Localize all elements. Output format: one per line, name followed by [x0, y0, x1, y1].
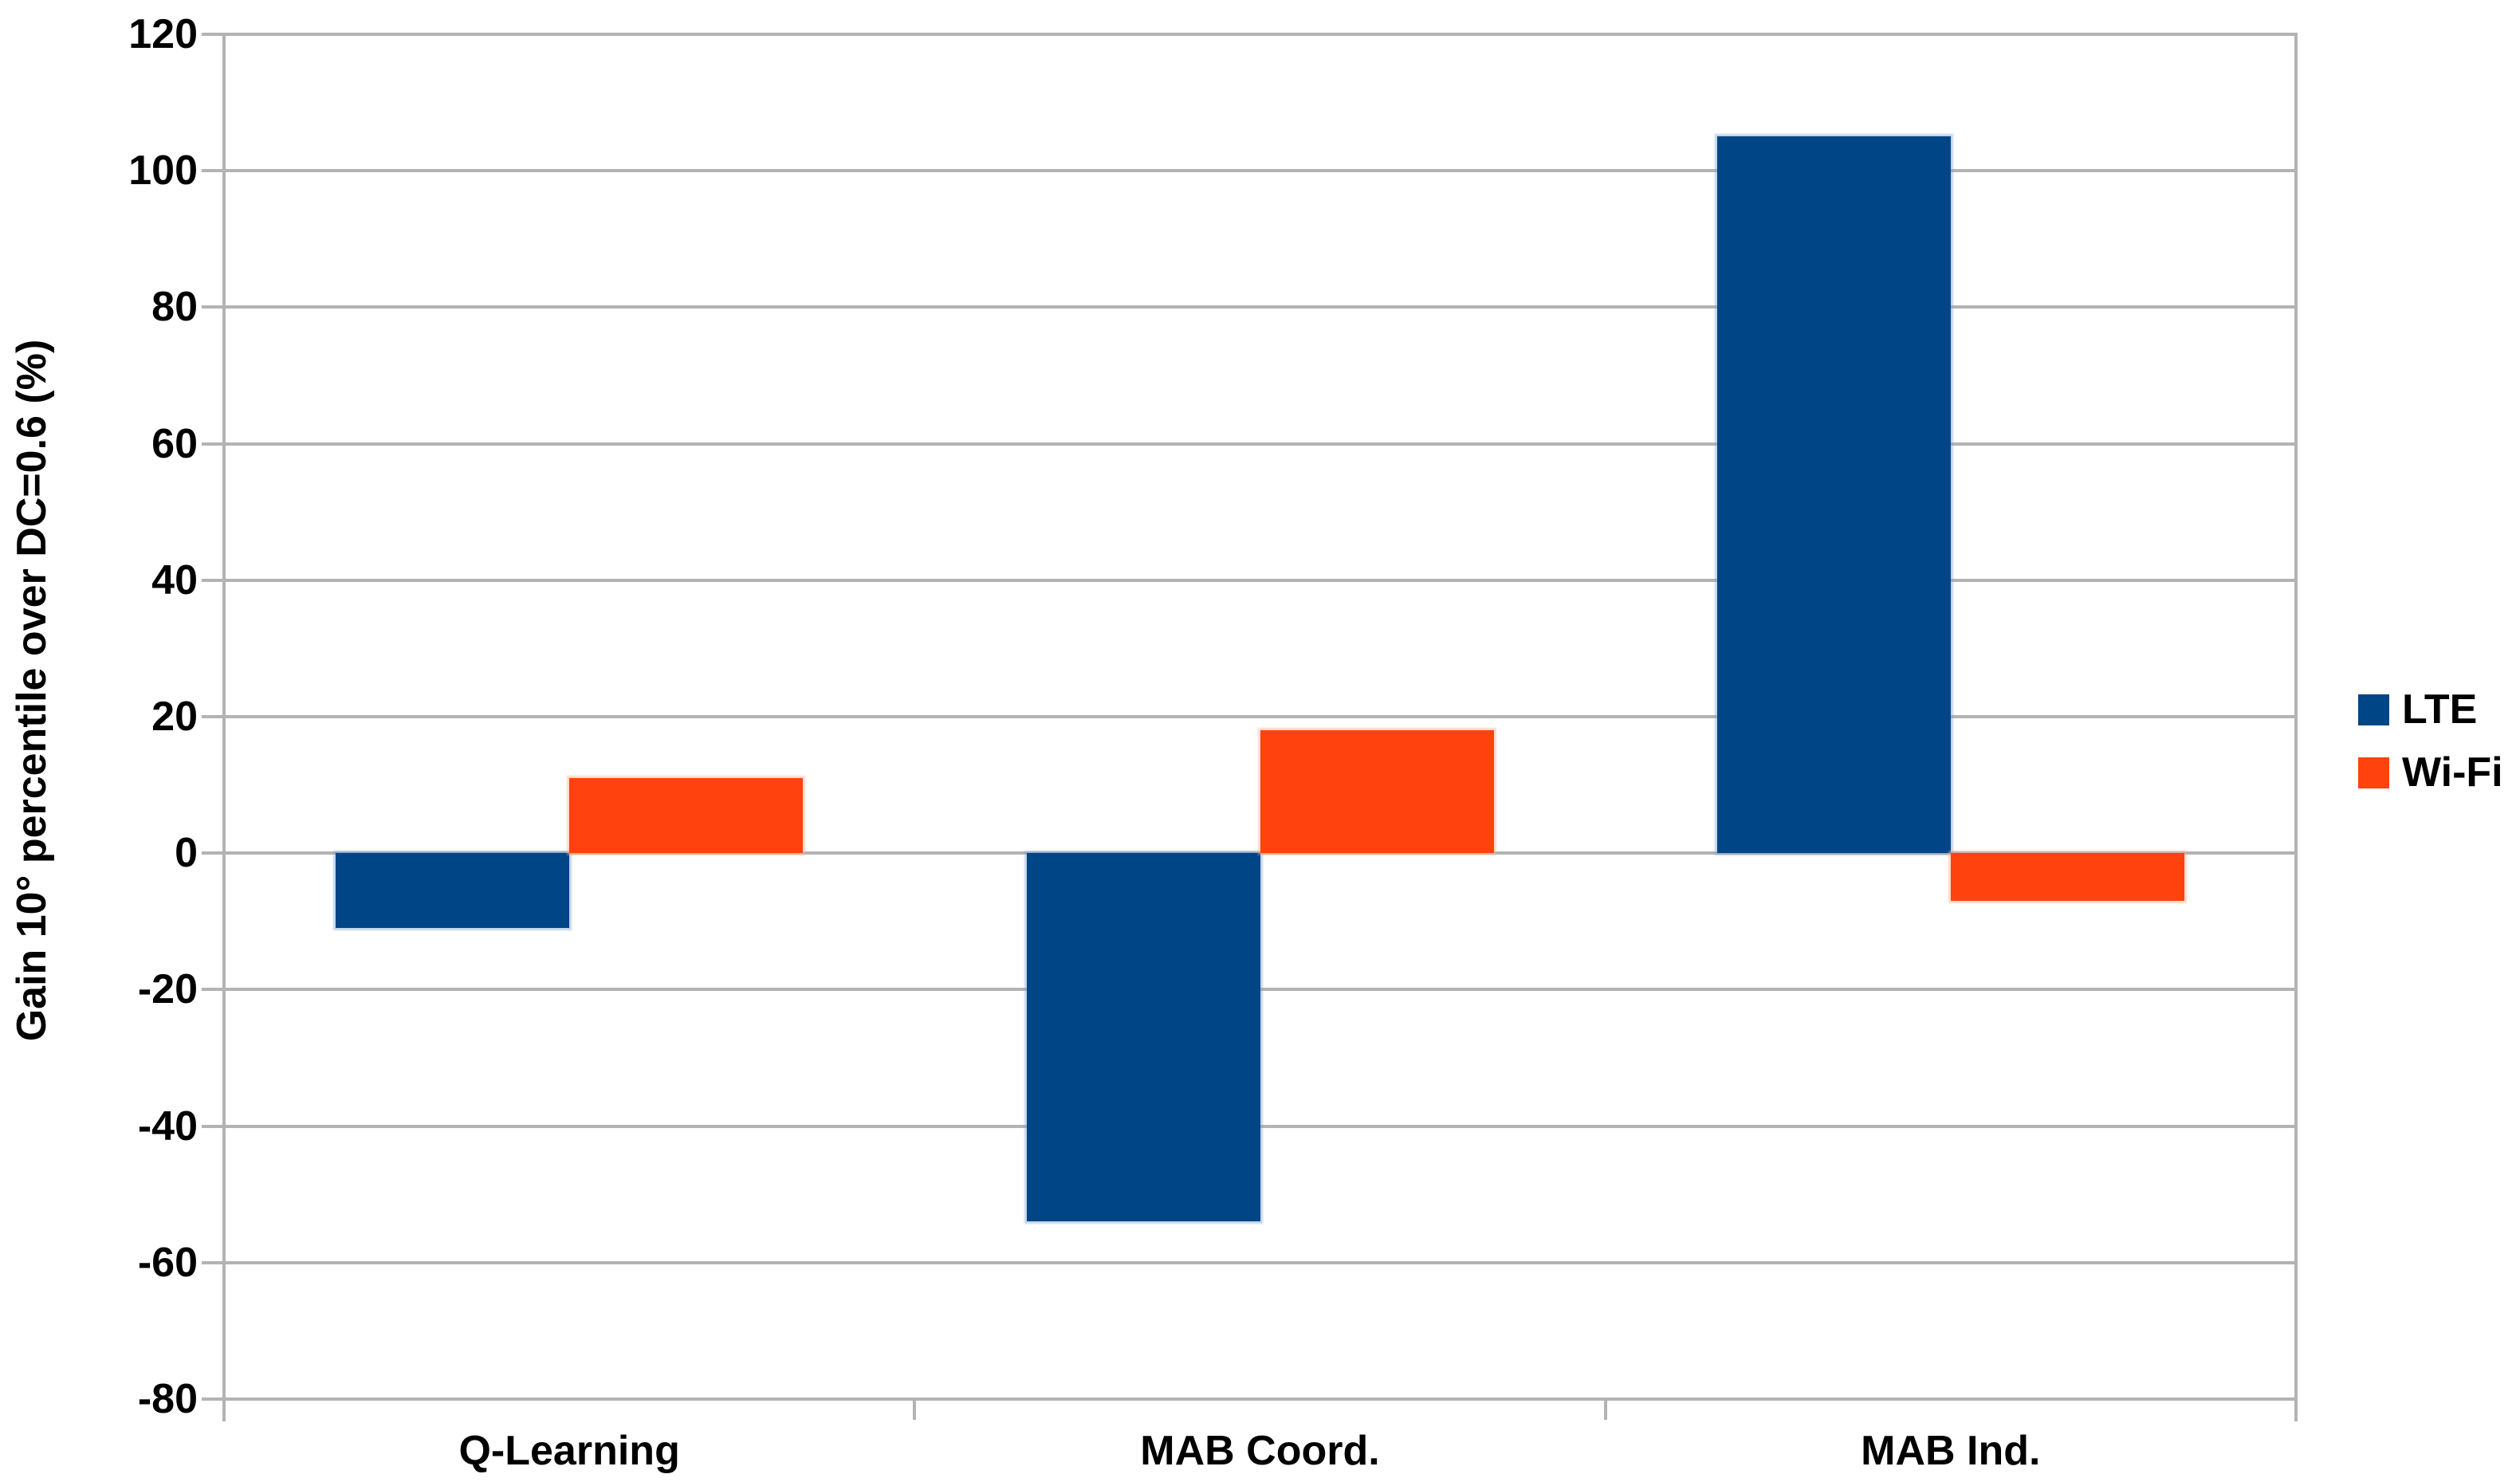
legend-item-lte: LTE — [2358, 687, 2477, 732]
legend-label-wi-fi: Wi-Fi — [2402, 749, 2503, 796]
x-category-label-q-learning: Q-Learning — [458, 1428, 680, 1474]
x-tick-1 — [913, 1399, 917, 1420]
x-category-label-mab-coord: MAB Coord. — [1140, 1428, 1380, 1474]
gridline-y--60 — [202, 1260, 2296, 1264]
gridline-y-20 — [202, 715, 2296, 718]
x-category-label-mab-ind: MAB Ind. — [1861, 1428, 2041, 1474]
legend-swatch-lte — [2358, 694, 2389, 725]
x-tick-2 — [1603, 1399, 1607, 1420]
gridline-y-80 — [202, 305, 2296, 309]
y-tick-label--60: -60 — [137, 1239, 198, 1286]
y-tick-label--80: -80 — [137, 1376, 198, 1422]
gridline-y-40 — [202, 578, 2296, 582]
y-tick-label-100: 100 — [128, 147, 198, 195]
gridline-y-100 — [202, 169, 2296, 173]
y-tick-label--40: -40 — [137, 1103, 198, 1150]
bar-lte-q-learning — [336, 853, 570, 929]
y-tick-label-40: 40 — [151, 556, 198, 603]
bar-lte-mab-coord — [1026, 853, 1260, 1222]
y-axis-line — [222, 33, 226, 1421]
gridline-y-120 — [202, 33, 2296, 36]
legend-label-lte: LTE — [2402, 686, 2478, 733]
plot-right-border — [2294, 33, 2298, 1421]
bar-lte-mab-ind — [1716, 136, 1951, 854]
legend-swatch-wi-fi — [2358, 757, 2389, 788]
y-tick-label-20: 20 — [151, 694, 198, 740]
y-tick-label-0: 0 — [175, 830, 198, 877]
y-tick-label--20: -20 — [137, 966, 198, 1013]
gridline-y-60 — [202, 442, 2296, 446]
y-tick-label-60: 60 — [151, 420, 198, 467]
bar-wi-fi-q-learning — [569, 778, 804, 854]
legend-item-wi-fi: Wi-Fi — [2358, 750, 2503, 795]
bar-wi-fi-mab-ind — [1950, 853, 2184, 902]
y-tick-label-80: 80 — [151, 284, 198, 331]
y-tick-label-120: 120 — [128, 11, 198, 57]
bar-wi-fi-mab-coord — [1260, 730, 1494, 854]
gridline-y--80 — [202, 1397, 2296, 1401]
